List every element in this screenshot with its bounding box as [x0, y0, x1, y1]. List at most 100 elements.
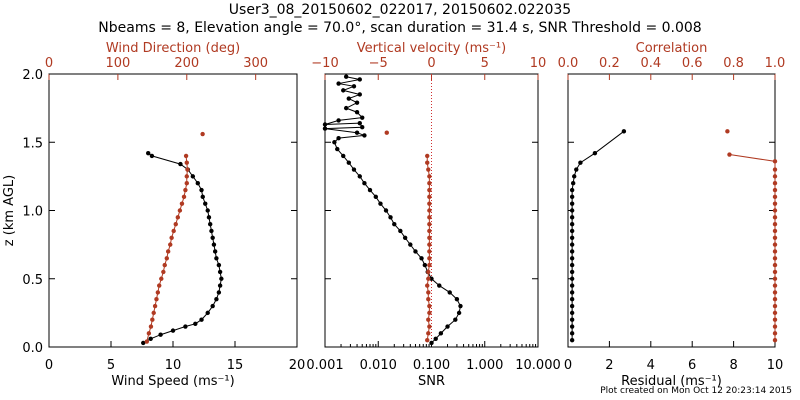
- panel-3-bottom-tick-label: 8: [729, 358, 737, 373]
- panel-1-series-1-point: [170, 328, 176, 333]
- panel-3-series-2-point: [772, 167, 778, 172]
- panel-2-series-2-point: [427, 228, 432, 234]
- panel-2-series-1-point: [335, 146, 340, 152]
- panel-2-series-2-point: [425, 337, 430, 343]
- panel-1-top-tick-label: 0: [45, 56, 53, 71]
- panel-1-series-1-point: [193, 321, 198, 326]
- panel-1-series-2-point: [171, 228, 176, 234]
- title-line-2: Nbeams = 8, Elevation angle = 70.0°, sca…: [98, 20, 702, 36]
- panel-2-series-1-point: [367, 187, 373, 193]
- panel-2-series-1-point: [336, 135, 341, 141]
- panel-2-series-1-point: [373, 194, 379, 200]
- panel-1-series-2-point: [157, 283, 162, 288]
- panel-2-series-2-line: [426, 155, 430, 341]
- panel-1-series-2-point: [185, 167, 190, 172]
- panel-1-series-1-point: [216, 290, 222, 295]
- panel-1-series-1-point: [214, 256, 219, 261]
- panel-2-series-1-point: [360, 125, 365, 130]
- panel-2-series-1-point: [360, 115, 365, 120]
- panel-1-bottom-tick-label: 10: [165, 358, 182, 373]
- panel-3-series-1-point: [569, 276, 575, 281]
- panel-1-series-1-point: [158, 332, 163, 337]
- panel-2-series-1-point: [341, 88, 346, 93]
- panel-3-series-2-point: [772, 187, 778, 193]
- panel-3-series-2-point: [772, 283, 778, 288]
- panel-3-top-axis-label: Correlation: [636, 41, 708, 56]
- panel-2-series-1-point: [362, 181, 367, 186]
- panel-1-series-2-point: [164, 256, 169, 261]
- panel-1-series-2-point: [168, 242, 173, 247]
- panel-3-series-1-point: [569, 324, 575, 329]
- panel-2-series-2-point: [427, 256, 432, 261]
- panel-2-series-2-point: [427, 262, 432, 268]
- panel-1-series-2-point: [175, 215, 181, 220]
- panel-3-series-1-point: [569, 235, 575, 240]
- panel-2-series-1-point: [341, 153, 346, 159]
- panel-2-series-1-point: [357, 77, 362, 82]
- panel-3-top-tick-label: 0.8: [723, 56, 744, 71]
- panel-2-bottom-axis-label: SNR: [418, 374, 445, 389]
- panel-2-series-2-point: [427, 174, 432, 179]
- panel-2-series-1-point: [445, 324, 450, 329]
- panel-2-series-1-point: [447, 290, 452, 295]
- panel-2-series-1-point: [453, 317, 458, 322]
- panel-1-series-1-point: [200, 194, 205, 200]
- panel-3-series-1-point: [569, 317, 575, 322]
- panel-2-series-2-point: [427, 303, 432, 309]
- footer-note: Plot created on Mon Oct 12 20:23:14 2015: [600, 386, 792, 396]
- panel-2-series-1-point: [336, 81, 341, 86]
- panel-3-series-2-point: [772, 159, 778, 164]
- panel-3-series-2-point: [772, 215, 778, 220]
- panel-1-bottom-tick-label: 15: [227, 358, 244, 373]
- panel-3-bottom-tick-label: 2: [605, 358, 613, 373]
- panel-1-series-1-point: [214, 297, 219, 302]
- panel-3-series-1-point: [569, 331, 575, 336]
- panel-1-series-2-point: [155, 290, 161, 295]
- panel-3-series-2-point: [772, 303, 778, 309]
- panel-1-series-2-point: [183, 153, 189, 159]
- panel-2-top-tick-label: −10: [311, 56, 338, 71]
- panel-3-series-2-point: [772, 256, 778, 261]
- panel-2-bottom-tick-label: 0.001: [306, 358, 343, 373]
- panel-2-series-1-point: [429, 276, 434, 281]
- panel-1-bottom-tick-label: 5: [107, 358, 115, 373]
- panel-3-series-1-point: [569, 249, 575, 254]
- panel-2-series-1-point: [343, 74, 349, 79]
- panel-2-series-2-point: [427, 215, 432, 220]
- panel-1-series-1-point: [210, 235, 215, 240]
- panel-1-series-1-point: [190, 174, 196, 179]
- panel-2-series-1-point: [351, 84, 357, 89]
- panel-2-series-2-point: [426, 269, 431, 275]
- panel-2-series-2-point: [425, 160, 430, 165]
- panel-1-top-tick-label: 200: [174, 56, 199, 71]
- panel-1-series-2-point: [173, 221, 178, 227]
- panel-3-series-2-point: [772, 208, 778, 213]
- panel-2-series-1-point: [388, 215, 393, 220]
- y-tick-label: 2.0: [22, 68, 43, 83]
- panel-2-series-2-point: [425, 153, 430, 159]
- panel-3-series-1-point: [569, 215, 575, 220]
- panel-1-top-axis-label: Wind Direction (deg): [106, 41, 240, 56]
- panel-3-series-1-point: [572, 174, 577, 179]
- panel-3-series-1-point: [569, 201, 575, 206]
- panel-3-series-1-point: [569, 262, 575, 268]
- panel-1-series-1-point: [208, 221, 213, 227]
- panel-2-series-1-point: [351, 167, 357, 172]
- panel-3-series-2-point: [772, 235, 778, 240]
- panel-2-series-1-point: [362, 133, 367, 138]
- title-line-1: User3_08_20150602_022017, 20150602.02203…: [228, 2, 572, 18]
- panel-2-series-2-point: [427, 187, 432, 193]
- panel-1-series-1-point: [205, 208, 210, 213]
- panel-1-series-2-point: [144, 339, 150, 344]
- panel-1-frame: [48, 73, 298, 348]
- panel-3-series-2-point: [772, 317, 778, 322]
- panel-1-series-1-point: [217, 283, 223, 288]
- panel-2-series-1-line: [324, 76, 461, 344]
- panel-2-series-1-point: [422, 262, 428, 268]
- panel-2-series-1-point: [402, 235, 408, 240]
- y-tick-label: 1.5: [22, 136, 43, 151]
- panel-1-series-2-point: [152, 303, 158, 309]
- panel-3-series-2-point: [772, 201, 778, 206]
- panel-3-bottom-tick-label: 6: [688, 358, 696, 373]
- panel-3-series-2-point: [772, 337, 778, 343]
